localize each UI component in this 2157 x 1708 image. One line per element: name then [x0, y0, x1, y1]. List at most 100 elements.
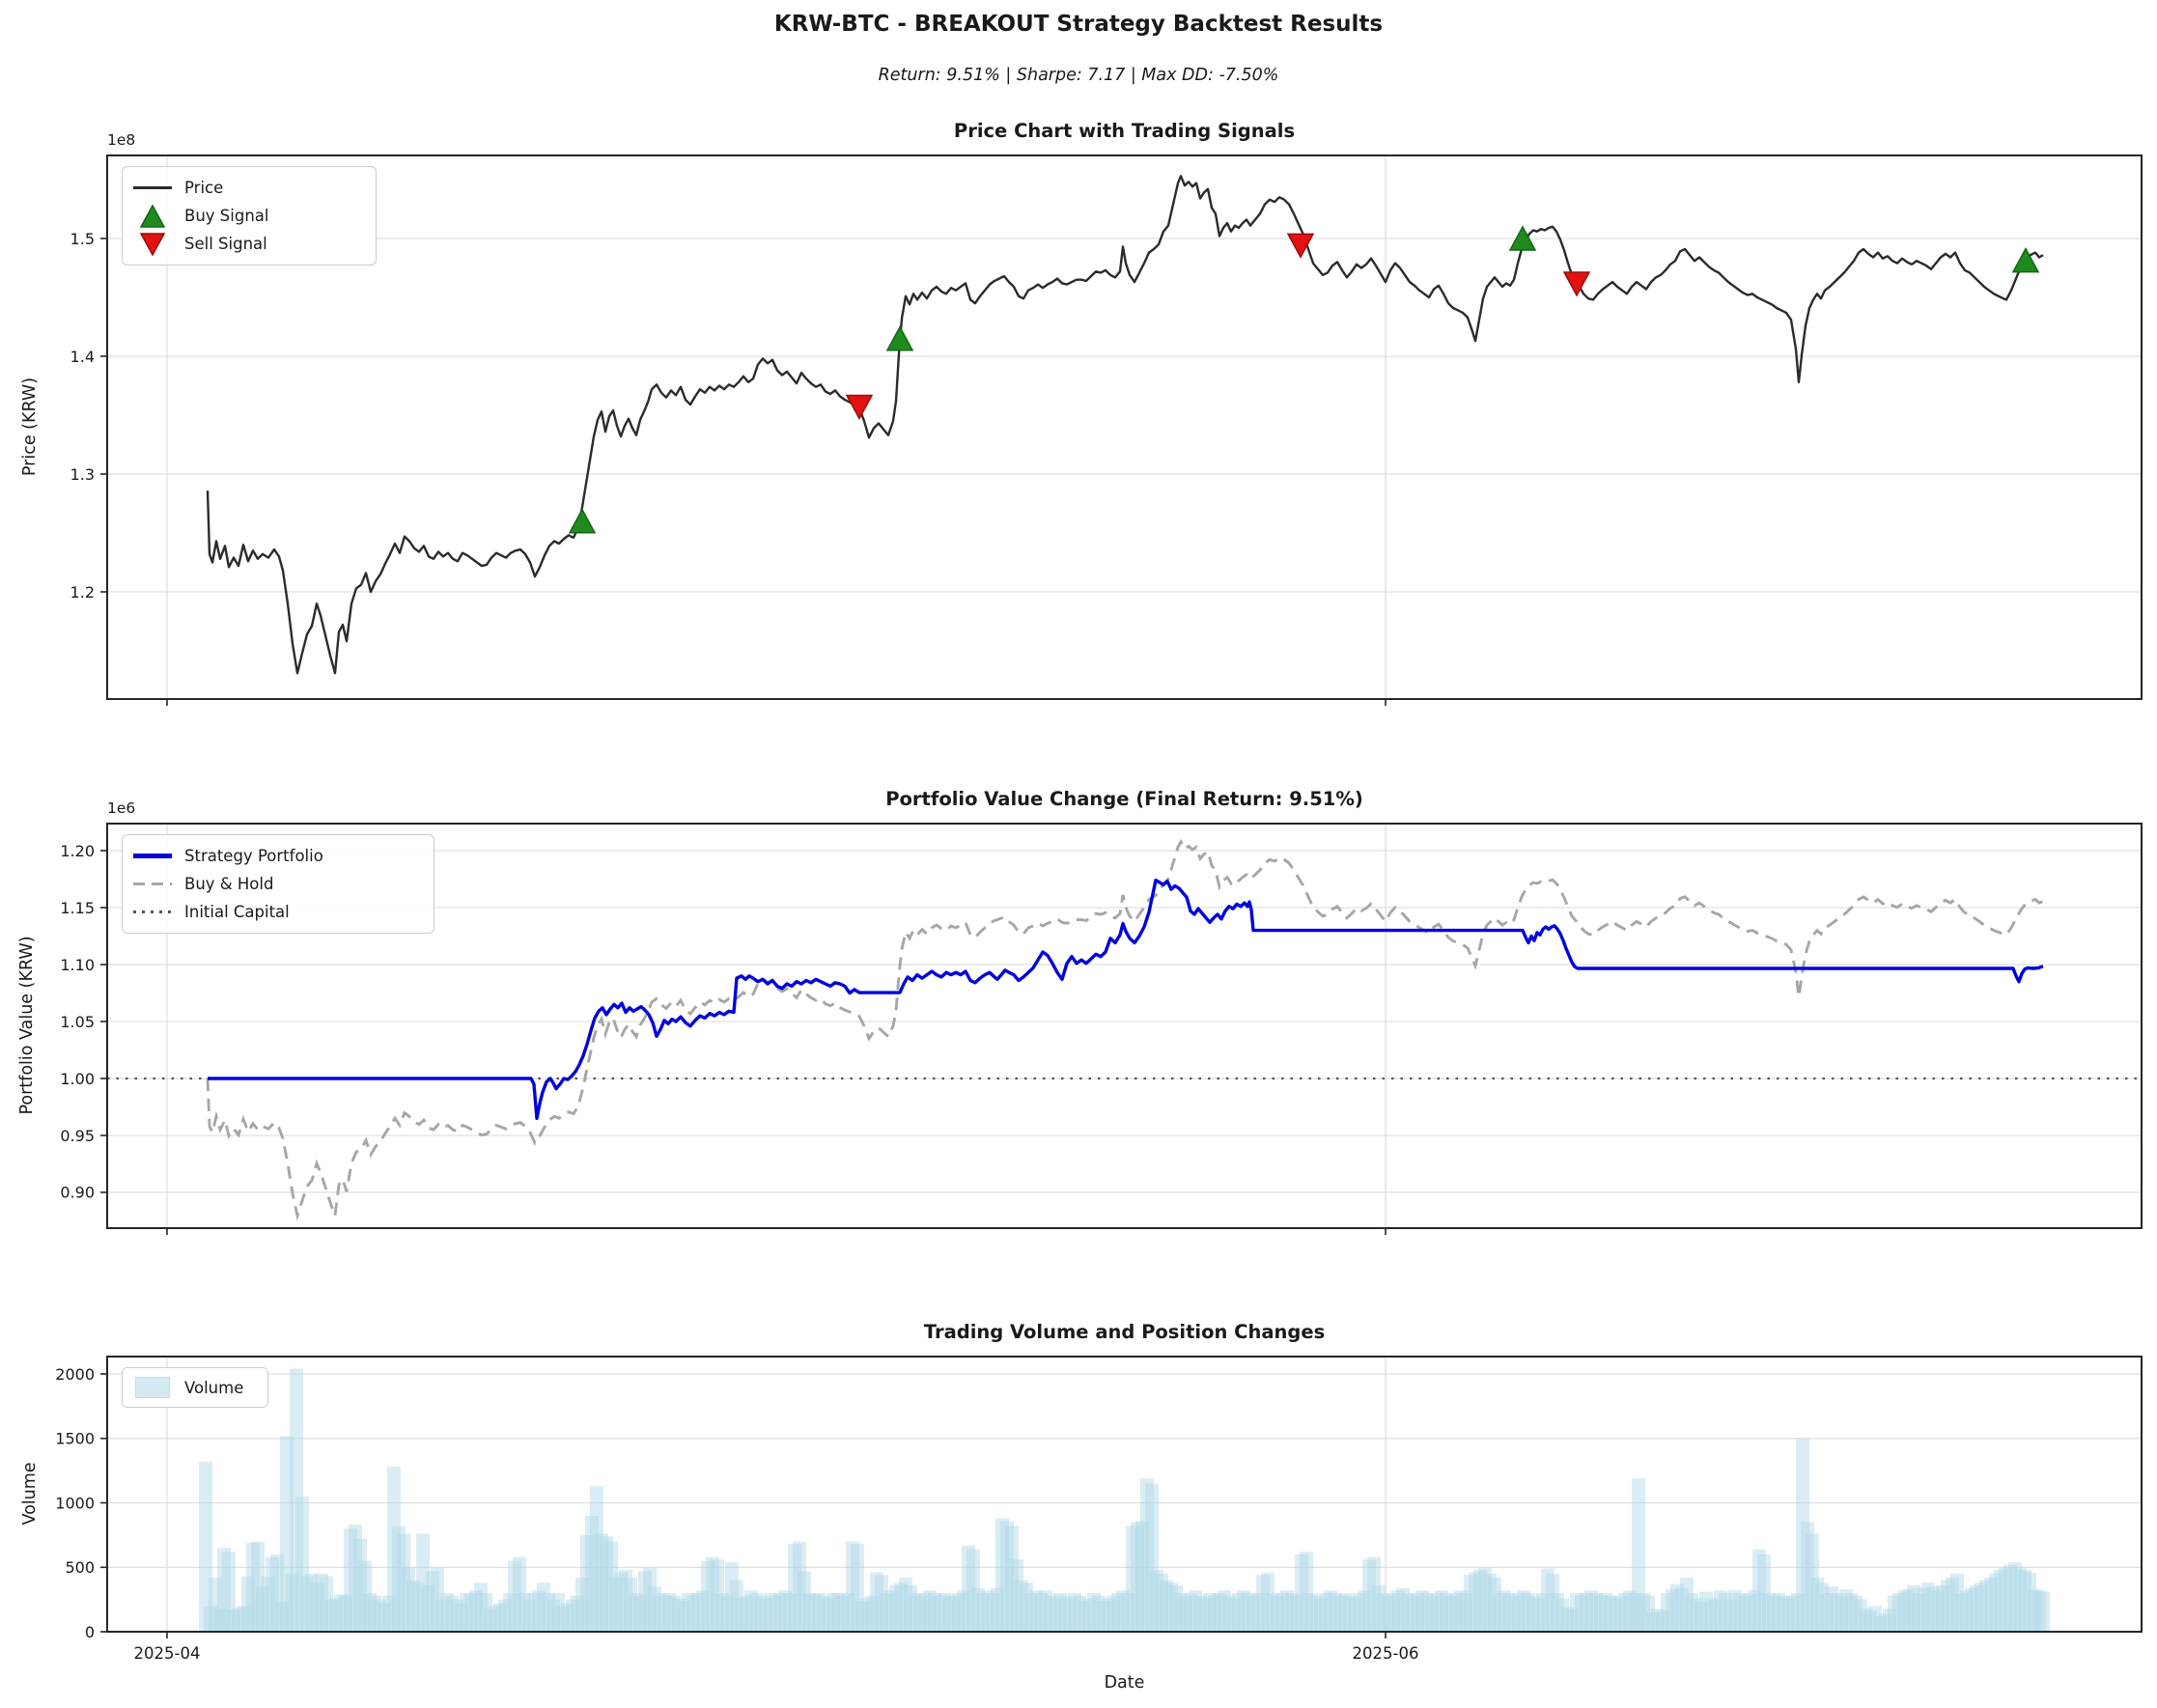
- volume-bar: [600, 1536, 613, 1632]
- volume-bar: [455, 1603, 468, 1632]
- volume-bar: [744, 1590, 758, 1632]
- volume-bar: [812, 1593, 826, 1632]
- volume-bar: [1594, 1595, 1608, 1632]
- volume-bar: [1309, 1595, 1323, 1632]
- volume-bar: [1247, 1595, 1260, 1632]
- volume-bar: [1329, 1593, 1342, 1632]
- legend-item-volume: Volume: [132, 1375, 256, 1400]
- portfolio-axes: 0.90 0.95 1.00 1.05 1.10 1.15 1.20: [60, 824, 2142, 1235]
- volume-bar: [1078, 1601, 1091, 1632]
- volume-bar: [971, 1587, 985, 1632]
- volume-bar: [1994, 1569, 2007, 1632]
- y-tick-label: 1.15: [60, 899, 95, 917]
- volume-bar: [851, 1544, 864, 1632]
- volume-bar: [1280, 1590, 1294, 1632]
- volume-bar: [1844, 1593, 1858, 1632]
- volume-bar: [556, 1606, 570, 1632]
- volume-bar: [344, 1528, 357, 1632]
- volume-bar: [493, 1603, 507, 1632]
- volume-bar: [1290, 1595, 1303, 1632]
- volume-bar: [1960, 1590, 1974, 1632]
- volume-bar: [1469, 1572, 1482, 1632]
- volume-bar: [1825, 1586, 1838, 1632]
- volume-bar: [1507, 1595, 1521, 1632]
- buy-signal-icon: [132, 204, 173, 228]
- volume-bar: [677, 1601, 690, 1632]
- volume-bar: [1348, 1598, 1361, 1632]
- strategy-portfolio-line: [208, 878, 2044, 1121]
- volume-bar: [1902, 1588, 1916, 1632]
- volume-bar: [1126, 1526, 1139, 1632]
- volume-bar: [363, 1593, 377, 1632]
- volume-bar: [1473, 1569, 1487, 1632]
- volume-bar: [1092, 1595, 1106, 1632]
- volume-bar: [320, 1576, 333, 1632]
- volume-bar: [237, 1606, 250, 1632]
- volume-bar: [1810, 1577, 1824, 1632]
- volume-bar: [1232, 1593, 1246, 1632]
- volume-bar: [431, 1567, 444, 1632]
- volume-bar: [2028, 1588, 2041, 1632]
- volume-bar: [1531, 1598, 1545, 1632]
- figure-subtitle: Return: 9.51% | Sharpe: 7.17 | Max DD: -…: [878, 66, 1279, 85]
- volume-bar: [1184, 1593, 1197, 1632]
- volume-bar: [1690, 1598, 1703, 1632]
- volume-bar: [1251, 1593, 1265, 1632]
- volume-bar: [629, 1593, 642, 1632]
- volume-bar: [227, 1610, 240, 1632]
- volume-bar: [1541, 1568, 1555, 1632]
- y-tick-label: 0.90: [60, 1184, 95, 1202]
- volume-bar: [986, 1593, 999, 1632]
- volume-bar: [213, 1609, 227, 1632]
- price-y-axis-label: Price (KRW): [20, 377, 40, 477]
- volume-bar: [445, 1595, 459, 1632]
- volume-bar: [754, 1595, 768, 1632]
- volume-bar: [1950, 1573, 1964, 1632]
- legend-label: Initial Capital: [184, 903, 290, 921]
- volume-bar: [522, 1599, 536, 1632]
- volume-bar: [484, 1609, 497, 1632]
- buy-signal-marker: [568, 508, 597, 534]
- volume-bar: [807, 1594, 821, 1632]
- volume-bar: [450, 1599, 463, 1632]
- legend-item-price: Price: [132, 174, 364, 202]
- volume-bar: [285, 1573, 298, 1632]
- volume-bar: [1164, 1582, 1178, 1632]
- volume-bar: [217, 1548, 231, 1632]
- volume-bar: [730, 1580, 743, 1632]
- volume-bar: [769, 1595, 782, 1632]
- volume-bar: [633, 1595, 647, 1632]
- volume-bar: [947, 1595, 961, 1632]
- volume-bar: [275, 1602, 289, 1632]
- volume-bar: [1483, 1573, 1497, 1632]
- volume-bar: [725, 1561, 739, 1632]
- portfolio-axis-offset: 1e6: [107, 799, 136, 817]
- volume-bar: [1801, 1522, 1814, 1632]
- volume-bar: [251, 1541, 265, 1632]
- volume-bar: [1546, 1573, 1559, 1632]
- volume-bar: [715, 1593, 729, 1632]
- y-tick-label: 1.10: [60, 956, 95, 974]
- y-tick-label: 1.3: [70, 465, 95, 484]
- volume-bar: [561, 1603, 574, 1632]
- legend-item-buy-signal: Buy Signal: [132, 202, 364, 230]
- volume-bar: [1613, 1595, 1627, 1632]
- volume-bar: [638, 1571, 652, 1632]
- volume-bar: [1121, 1593, 1135, 1632]
- volume-bar: [686, 1595, 700, 1632]
- volume-bar: [1222, 1595, 1236, 1632]
- volume-bar: [1618, 1593, 1632, 1632]
- portfolio-y-axis-label: Portfolio Value (KRW): [17, 936, 37, 1115]
- buy-signal-marker: [1508, 225, 1537, 251]
- y-tick-label: 1.4: [70, 348, 95, 366]
- volume-bar: [875, 1575, 888, 1632]
- volume-bar: [1931, 1590, 1945, 1632]
- volume-bar: [1835, 1595, 1848, 1632]
- volume-bar: [1609, 1598, 1622, 1632]
- volume-bar: [1859, 1609, 1872, 1632]
- volume-bar: [1762, 1593, 1776, 1632]
- volume-bar: [527, 1593, 541, 1632]
- volume-bar: [1406, 1595, 1419, 1632]
- volume-bar: [1777, 1595, 1790, 1632]
- volume-bar: [1704, 1598, 1718, 1632]
